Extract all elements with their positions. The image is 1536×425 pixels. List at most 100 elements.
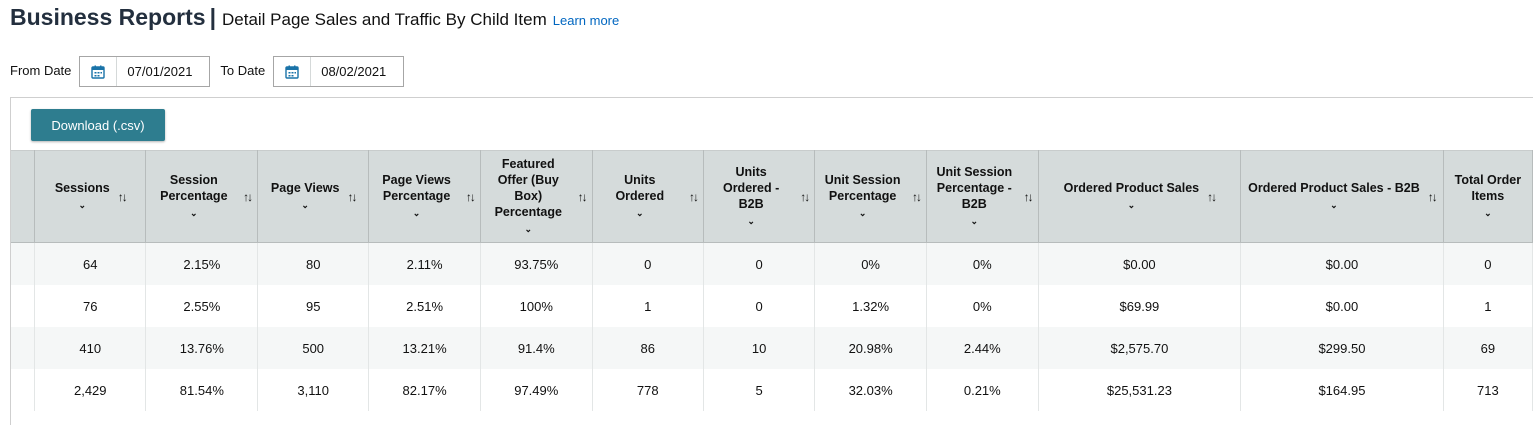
table-cell: 13.21% — [368, 327, 481, 369]
column-header-page-views[interactable]: Page Views ⌄ ↑↓ — [257, 150, 370, 243]
table-cell: 91.4% — [480, 327, 593, 369]
sort-icon[interactable]: ↑↓ — [465, 189, 476, 204]
chevron-down-icon[interactable]: ⌄ — [524, 224, 533, 234]
table-cell: 0 — [592, 242, 704, 285]
column-header-page-views-percentage[interactable]: Page Views Percentage ⌄ ↑↓ — [368, 150, 481, 243]
table-cell: 2,429 — [34, 369, 147, 411]
column-header-featured-offer[interactable]: Featured Offer (Buy Box) Percentage ⌄ ↑↓ — [480, 150, 593, 243]
calendar-icon[interactable] — [80, 57, 118, 86]
date-filter: From Date 07/01/2021 To Date 08/02/2021 — [10, 56, 405, 89]
column-header-sessions[interactable]: Sessions ⌄ ↑↓ — [34, 150, 147, 243]
chevron-down-icon[interactable]: ⌄ — [1484, 208, 1492, 218]
column-header-units-ordered[interactable]: Units Ordered ⌄ ↑↓ — [592, 150, 704, 243]
table-cell: 5 — [703, 369, 816, 411]
chevron-down-icon[interactable]: ⌄ — [190, 208, 198, 218]
table-cell: $69.99 — [1038, 285, 1242, 327]
to-date-field[interactable]: 08/02/2021 — [273, 56, 405, 87]
table-cell: 93.75% — [480, 242, 593, 285]
chevron-down-icon[interactable]: ⌄ — [412, 208, 421, 218]
to-date-label: To Date — [220, 63, 266, 78]
chevron-down-icon[interactable]: ⌄ — [858, 208, 867, 218]
table-cell: $0.00 — [1240, 242, 1444, 285]
learn-more-link[interactable]: Learn more — [552, 13, 620, 28]
sort-icon[interactable]: ↑↓ — [688, 189, 699, 204]
table-cell: $299.50 — [1240, 327, 1444, 369]
table-cell: 2.51% — [368, 285, 481, 327]
column-header-label: Page Views — [270, 181, 340, 195]
table-cell: 0% — [926, 242, 1039, 285]
sort-icon[interactable]: ↑↓ — [1427, 189, 1438, 204]
chevron-down-icon[interactable]: ⌄ — [78, 200, 87, 210]
sort-icon[interactable]: ↑↓ — [1207, 189, 1217, 204]
table-cell: 2.11% — [368, 242, 481, 285]
chevron-down-icon[interactable]: ⌄ — [1127, 200, 1136, 210]
column-header-label: Page Views Percentage — [382, 173, 451, 203]
sort-icon[interactable]: ↑↓ — [1023, 189, 1034, 204]
table-cell: 86 — [592, 327, 704, 369]
row-select-cell — [11, 285, 36, 327]
download-csv-button[interactable]: Download (.csv) — [31, 109, 165, 141]
report-panel: Download (.csv) Sessions ⌄ ↑↓ Session Perc… — [10, 97, 1533, 425]
column-header-session-percentage[interactable]: Session Percentage ⌄ ↑↓ — [145, 150, 259, 243]
table-cell: 0 — [703, 285, 816, 327]
column-header-unit-session-percentage-b2b[interactable]: Unit Session Percentage - B2B ⌄ ↑↓ — [926, 150, 1039, 243]
table-row: 2,429 81.54% 3,110 82.17% 97.49% 778 5 3… — [11, 369, 1533, 411]
sort-icon[interactable]: ↑↓ — [117, 189, 128, 204]
column-header-label: Units Ordered — [615, 173, 665, 203]
table-cell: 1 — [1443, 285, 1533, 327]
column-header-ordered-product-sales-b2b[interactable]: Ordered Product Sales - B2B ⌄ ↑↓ — [1240, 150, 1444, 243]
column-header-label: Unit Session Percentage - B2B — [936, 165, 1013, 211]
from-date-value[interactable]: 07/01/2021 — [127, 64, 193, 79]
column-header-label: Unit Session Percentage — [824, 173, 901, 203]
table-cell: 64 — [34, 242, 147, 285]
table-cell: 95 — [257, 285, 370, 327]
page-title: Business Reports — [10, 4, 206, 30]
column-header-ordered-product-sales[interactable]: Ordered Product Sales ⌄ ↑↓ — [1038, 150, 1242, 243]
from-date-label: From Date — [10, 63, 72, 78]
table-cell: 0 — [703, 242, 816, 285]
row-select-cell — [11, 369, 36, 411]
chevron-down-icon[interactable]: ⌄ — [1330, 200, 1338, 210]
table-cell: 713 — [1443, 369, 1533, 411]
from-date-field[interactable]: 07/01/2021 — [79, 56, 211, 87]
table-cell: 80 — [257, 242, 370, 285]
table-cell: 1 — [592, 285, 704, 327]
column-header-total-order-items[interactable]: Total Order Items ⌄ — [1443, 150, 1533, 243]
table-cell: 32.03% — [814, 369, 927, 411]
chevron-down-icon[interactable]: ⌄ — [636, 208, 644, 218]
table-cell: 2.44% — [926, 327, 1039, 369]
sort-icon[interactable]: ↑↓ — [347, 189, 357, 204]
column-header-label: Ordered Product Sales - B2B — [1248, 181, 1420, 195]
table-cell: 0.21% — [926, 369, 1039, 411]
column-header-units-ordered-b2b[interactable]: Units Ordered - B2B ⌄ ↑↓ — [703, 150, 816, 243]
table-cell: 2.15% — [145, 242, 259, 285]
table-cell: 100% — [480, 285, 593, 327]
table-cell: 0% — [926, 285, 1039, 327]
sort-icon[interactable]: ↑↓ — [911, 189, 922, 204]
table-cell: 3,110 — [257, 369, 370, 411]
chevron-down-icon[interactable]: ⌄ — [301, 200, 309, 210]
column-header-unit-session-percentage[interactable]: Unit Session Percentage ⌄ ↑↓ — [814, 150, 927, 243]
row-select-cell — [11, 242, 36, 285]
report-table: Sessions ⌄ ↑↓ Session Percentage ⌄ ↑↓ Page V… — [11, 150, 1533, 411]
title-separator: | — [209, 4, 216, 30]
sort-icon[interactable]: ↑↓ — [577, 189, 588, 204]
table-cell: 13.76% — [145, 327, 259, 369]
table-cell: 69 — [1443, 327, 1533, 369]
table-cell: 500 — [257, 327, 370, 369]
column-header-label: Session Percentage — [160, 173, 228, 203]
to-date-value[interactable]: 08/02/2021 — [321, 64, 387, 79]
table-header-row: Sessions ⌄ ↑↓ Session Percentage ⌄ ↑↓ Page V… — [11, 150, 1533, 243]
page-header: Business Reports | Detail Page Sales and… — [10, 4, 619, 36]
chevron-down-icon[interactable]: ⌄ — [970, 216, 979, 226]
table-cell: $164.95 — [1240, 369, 1444, 411]
chevron-down-icon[interactable]: ⌄ — [747, 216, 755, 226]
sort-icon[interactable]: ↑↓ — [800, 189, 810, 204]
calendar-icon[interactable] — [274, 57, 312, 86]
table-cell: 410 — [34, 327, 147, 369]
sort-icon[interactable]: ↑↓ — [243, 189, 253, 204]
table-cell: $0.00 — [1240, 285, 1444, 327]
column-header-label: Units Ordered - B2B — [722, 165, 780, 211]
table-cell: $25,531.23 — [1038, 369, 1242, 411]
table-cell: 0 — [1443, 242, 1533, 285]
